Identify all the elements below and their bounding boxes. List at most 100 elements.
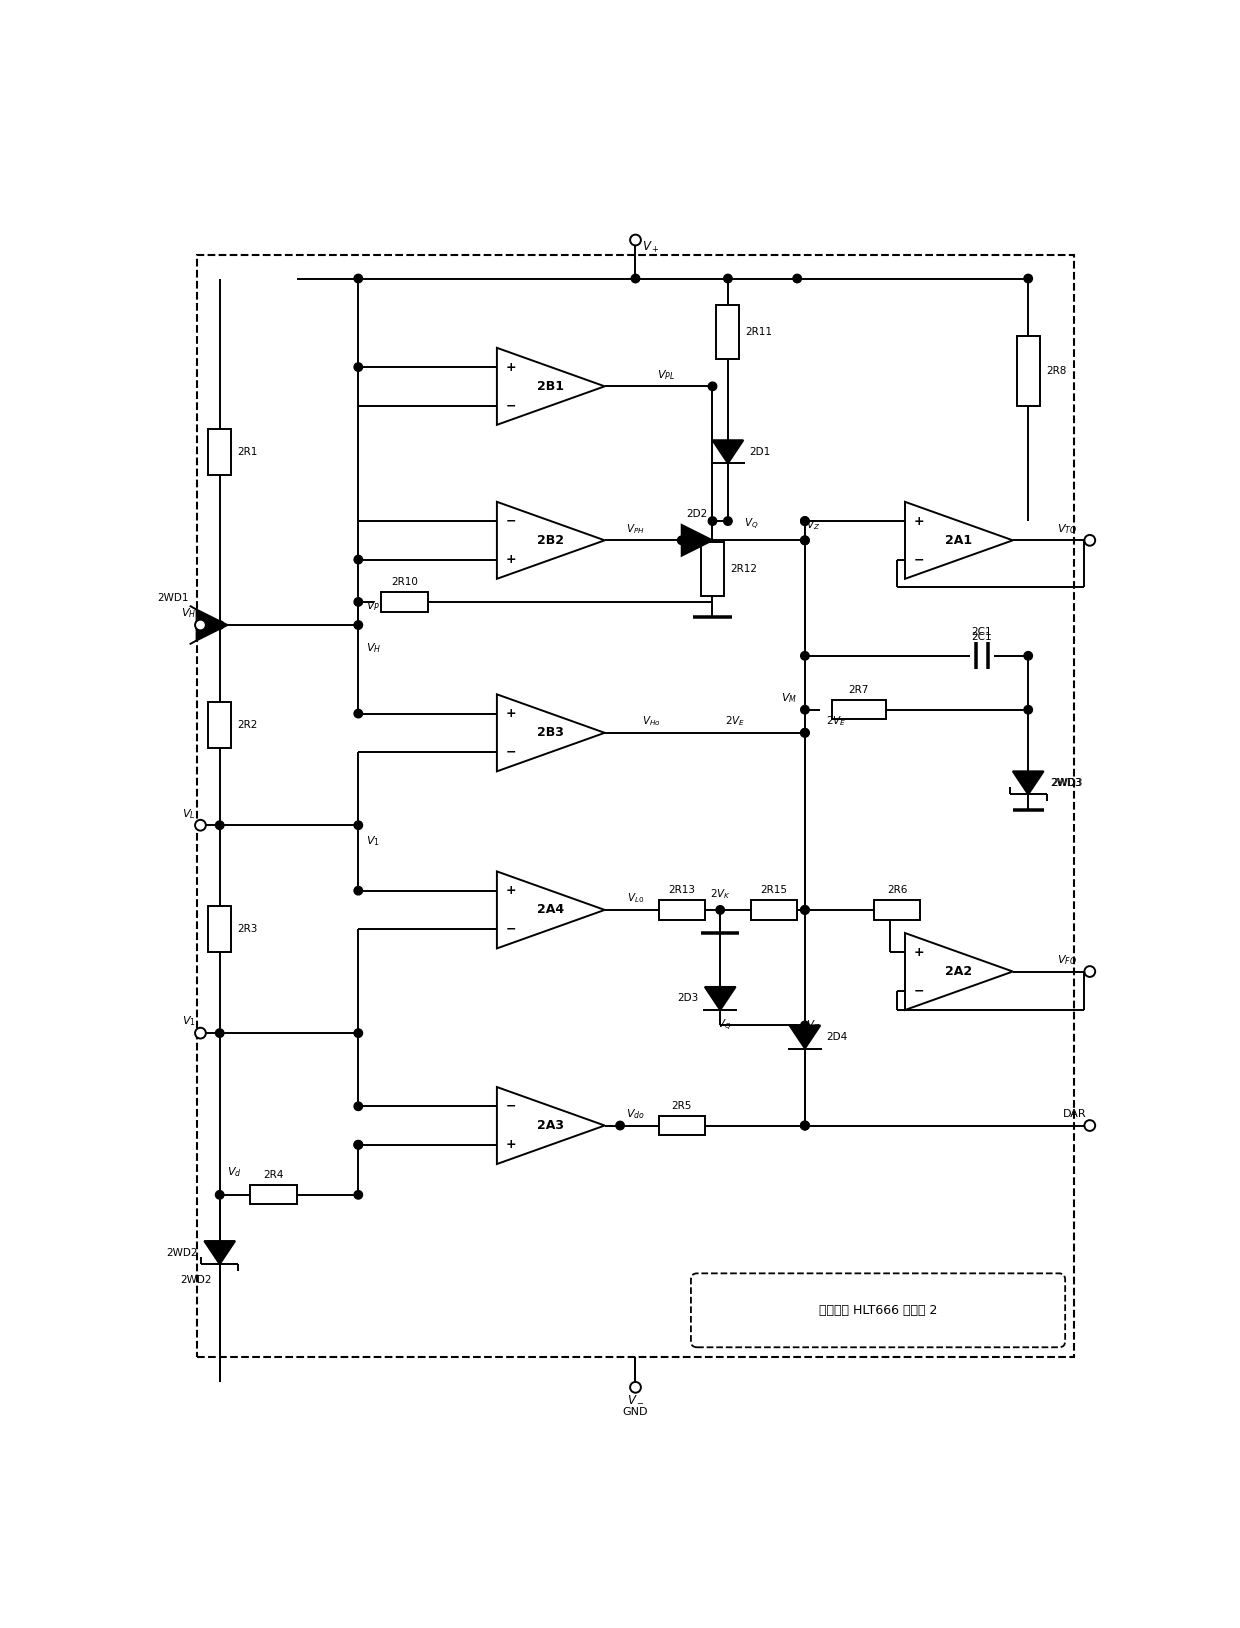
Bar [382, 593, 428, 612]
Bar [701, 542, 724, 596]
Circle shape [216, 1190, 224, 1200]
Text: $V_{Ho}$: $V_{Ho}$ [641, 715, 660, 728]
Circle shape [630, 234, 641, 246]
Circle shape [1024, 274, 1033, 283]
Text: −: − [506, 399, 516, 412]
Text: $V_{TO}$: $V_{TO}$ [1056, 523, 1076, 536]
Circle shape [792, 274, 801, 283]
Text: $V_Q$: $V_Q$ [717, 1018, 732, 1034]
Text: 2C1: 2C1 [972, 632, 992, 641]
Bar [874, 900, 920, 920]
Text: $V_{PH}$: $V_{PH}$ [626, 523, 645, 536]
Text: $V_L$: $V_L$ [182, 807, 196, 821]
Text: 2B2: 2B2 [537, 534, 564, 547]
Circle shape [216, 821, 224, 829]
Text: 2B3: 2B3 [537, 726, 564, 739]
Circle shape [801, 651, 810, 659]
Polygon shape [197, 609, 227, 640]
Circle shape [355, 620, 362, 630]
Circle shape [801, 905, 810, 915]
Text: 2R6: 2R6 [887, 886, 908, 895]
Text: 2R13: 2R13 [668, 886, 696, 895]
Text: 2C1: 2C1 [972, 627, 992, 637]
Text: $V_-$: $V_-$ [626, 1392, 645, 1405]
Circle shape [355, 710, 362, 718]
Bar [1017, 337, 1040, 405]
Text: 2D4: 2D4 [826, 1032, 848, 1042]
Text: 2D1: 2D1 [749, 446, 771, 457]
Circle shape [195, 620, 206, 630]
Circle shape [631, 274, 640, 283]
Circle shape [801, 536, 810, 544]
Circle shape [1085, 965, 1095, 977]
Text: 2A3: 2A3 [537, 1118, 564, 1131]
Text: 2D2: 2D2 [687, 510, 708, 519]
Text: $V_{L0}$: $V_{L0}$ [627, 892, 644, 905]
Text: −: − [914, 985, 924, 998]
Circle shape [801, 536, 810, 544]
Bar [208, 428, 231, 475]
Text: −: − [506, 514, 516, 527]
Text: 2WD3: 2WD3 [1050, 778, 1081, 788]
Text: +: + [506, 707, 516, 720]
Text: 2WD2: 2WD2 [166, 1247, 198, 1257]
Circle shape [1024, 705, 1033, 715]
Text: $V_+$: $V_+$ [642, 241, 660, 256]
Circle shape [355, 1029, 362, 1037]
Bar [751, 900, 797, 920]
Text: +: + [506, 1138, 516, 1151]
Text: 2R1: 2R1 [237, 446, 258, 457]
Circle shape [1085, 1120, 1095, 1131]
Circle shape [355, 363, 362, 371]
Bar [208, 907, 231, 952]
Circle shape [801, 1122, 810, 1130]
Text: $V_Z$: $V_Z$ [806, 1019, 820, 1032]
Circle shape [216, 1029, 224, 1037]
Text: +: + [914, 946, 924, 959]
Text: $V_P$: $V_P$ [366, 599, 381, 612]
Bar [250, 1185, 296, 1205]
Text: $V_d$: $V_d$ [227, 1164, 242, 1179]
Text: $V_{PL}$: $V_{PL}$ [657, 368, 676, 381]
Text: 2WD3: 2WD3 [1052, 778, 1083, 788]
Text: $V_1$: $V_1$ [182, 1014, 196, 1029]
Text: 2R5: 2R5 [672, 1101, 692, 1110]
Circle shape [355, 555, 362, 563]
Circle shape [801, 1122, 810, 1130]
Bar [832, 700, 885, 720]
Circle shape [801, 1122, 810, 1130]
Text: 2B1: 2B1 [537, 379, 564, 392]
Bar [208, 702, 231, 749]
Text: +: + [506, 884, 516, 897]
Text: 2R10: 2R10 [391, 576, 418, 588]
Text: $V_H$: $V_H$ [181, 607, 196, 620]
Text: GND: GND [622, 1407, 649, 1416]
Text: 2A2: 2A2 [945, 965, 972, 978]
Circle shape [355, 1141, 362, 1149]
Text: $V_{FO}$: $V_{FO}$ [1056, 952, 1076, 967]
Circle shape [677, 536, 686, 544]
Circle shape [1085, 536, 1095, 545]
Text: −: − [914, 554, 924, 567]
Circle shape [801, 905, 810, 915]
Text: $V_Z$: $V_Z$ [806, 518, 820, 532]
Text: +: + [506, 554, 516, 567]
Circle shape [801, 516, 810, 526]
Circle shape [801, 705, 810, 715]
Text: 2WD2: 2WD2 [181, 1275, 212, 1284]
Text: 2R8: 2R8 [1045, 366, 1066, 376]
Text: +: + [914, 514, 924, 527]
Circle shape [708, 516, 717, 526]
Circle shape [216, 620, 224, 630]
Circle shape [715, 905, 724, 915]
Circle shape [801, 729, 810, 737]
Text: 2WD1: 2WD1 [157, 593, 188, 602]
Circle shape [801, 729, 810, 737]
Text: 2R7: 2R7 [848, 685, 869, 695]
Text: 2R3: 2R3 [237, 925, 258, 934]
Text: +: + [506, 360, 516, 373]
Text: $2V_E$: $2V_E$ [826, 715, 846, 728]
Text: $2V_K$: $2V_K$ [709, 887, 730, 902]
Text: −: − [506, 1101, 516, 1114]
Text: 2R11: 2R11 [745, 327, 773, 337]
